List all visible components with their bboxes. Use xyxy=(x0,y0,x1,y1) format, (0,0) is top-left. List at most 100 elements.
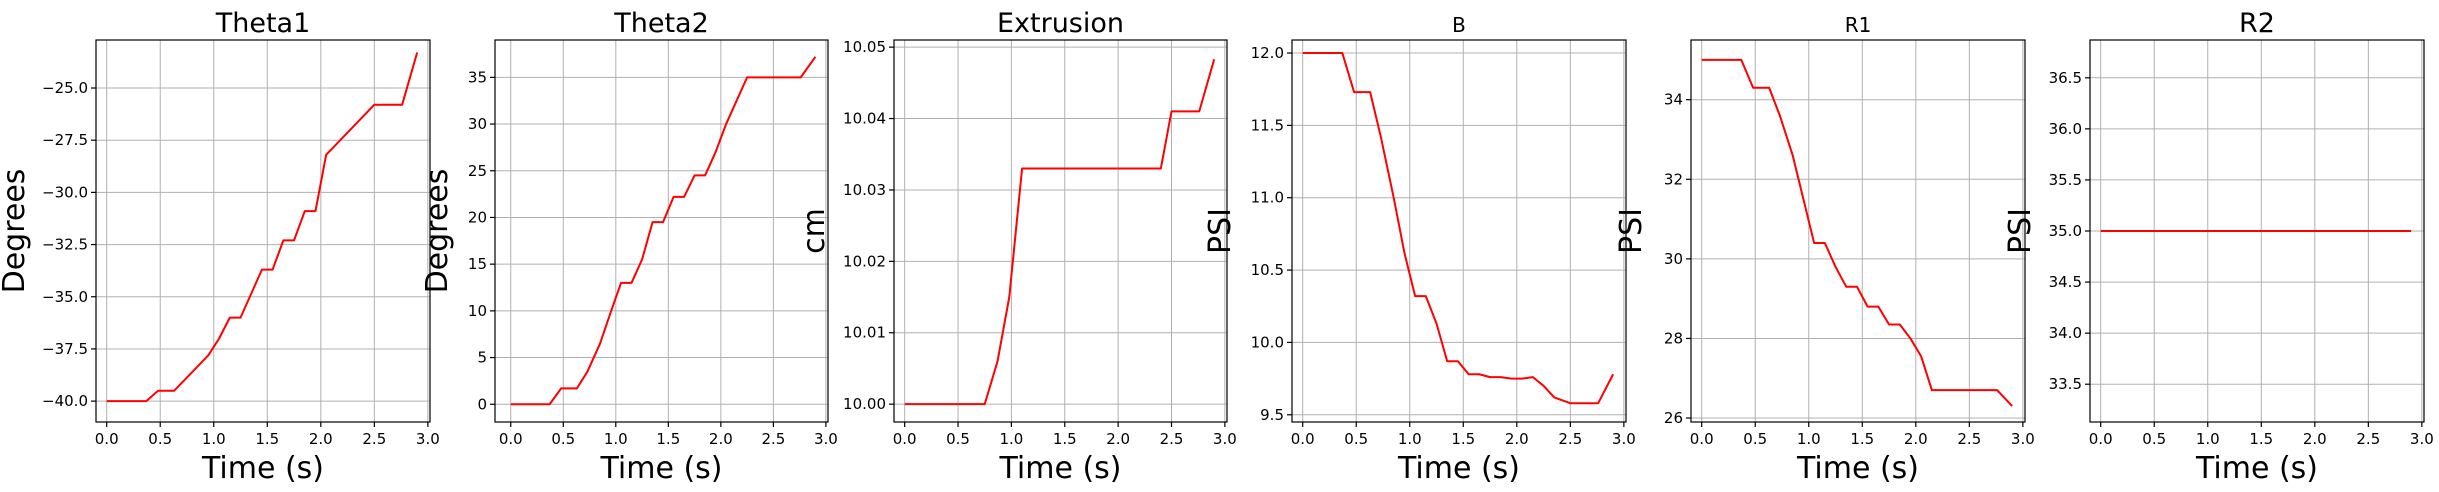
x-tick-label: 1.0 xyxy=(2196,430,2220,448)
y-tick-label: 10.02 xyxy=(843,252,886,270)
x-tick-label: 2.5 xyxy=(2356,430,2380,448)
y-tick-label: 35.0 xyxy=(2049,222,2082,240)
x-tick-label: 1.0 xyxy=(999,430,1023,448)
x-axis-label: Time (s) xyxy=(1397,451,1520,486)
x-tick-label: 2.0 xyxy=(2303,430,2327,448)
x-tick-label: 0.0 xyxy=(95,430,119,448)
y-tick-label: −40.0 xyxy=(42,392,88,410)
y-tick-label: 32 xyxy=(1664,170,1683,188)
x-tick-label: 2.5 xyxy=(1160,430,1184,448)
axes-frame xyxy=(494,39,829,423)
x-tick-label: 0.0 xyxy=(2089,430,2113,448)
x-tick-label: 0.5 xyxy=(946,430,970,448)
y-axis-label: cm xyxy=(797,208,832,254)
x-tick-label: 1.0 xyxy=(604,430,628,448)
y-tick-label: 11.0 xyxy=(1251,189,1284,207)
x-tick-label: 0.0 xyxy=(499,430,523,448)
y-axis-label: Degrees xyxy=(420,169,455,294)
chart-panel-theta2: 0.0 0.5 1.0 1.5 2.0 2.5 3.0 0 5 10 15 20 25 30 35 Theta… xyxy=(420,8,838,486)
y-tick-label: 9.5 xyxy=(1260,406,1284,424)
y-tick-label: 15 xyxy=(468,255,487,273)
chart-title: R1 xyxy=(1845,13,1872,37)
y-tick-label: 10.00 xyxy=(843,395,886,413)
y-tick-label: 36.0 xyxy=(2049,120,2082,138)
chart-title: Theta2 xyxy=(613,8,709,39)
x-tick-label: 1.0 xyxy=(1398,430,1422,448)
x-tick-label: 1.5 xyxy=(2249,430,2273,448)
y-tick-label: 36.5 xyxy=(2049,69,2082,87)
y-tick-label: −27.5 xyxy=(42,131,88,149)
x-axis-label: Time (s) xyxy=(2195,451,2318,486)
series-line xyxy=(510,56,817,406)
x-tick-label: 3.0 xyxy=(814,430,838,448)
x-tick-label: 1.5 xyxy=(255,430,279,448)
x-tick-label: 2.5 xyxy=(761,430,785,448)
y-tick-label: 26 xyxy=(1664,409,1683,427)
x-tick-label: 3.0 xyxy=(2410,430,2434,448)
x-tick-label: 3.0 xyxy=(416,430,440,448)
x-tick-label: 2.0 xyxy=(1505,430,1529,448)
x-tick-label: 0.5 xyxy=(551,430,575,448)
series-line xyxy=(106,52,419,403)
y-tick-label: 0 xyxy=(477,395,487,413)
x-tick-label: 1.5 xyxy=(656,430,680,448)
series-line xyxy=(1302,52,1615,405)
y-axis-label: PSI xyxy=(1203,208,1238,254)
y-tick-label: 34 xyxy=(1664,91,1683,109)
y-tick-label: 10.5 xyxy=(1251,261,1284,279)
x-tick-label: 1.0 xyxy=(202,430,226,448)
y-tick-label: 35 xyxy=(468,68,487,86)
y-tick-label: 10.05 xyxy=(843,38,886,56)
series-line xyxy=(904,59,1216,406)
y-tick-label: 30 xyxy=(468,115,487,133)
chart-title: R2 xyxy=(2239,8,2275,39)
x-tick-label: 2.5 xyxy=(362,430,386,448)
y-tick-label: 34.5 xyxy=(2049,273,2082,291)
y-tick-label: 35.5 xyxy=(2049,171,2082,189)
chart-panel-r1: 0.0 0.5 1.0 1.5 2.0 2.5 3.0 26 28 30 32 34 R1 Time (s… xyxy=(1614,13,2035,486)
axes-frame xyxy=(1690,39,2026,423)
x-tick-label: 2.0 xyxy=(309,430,333,448)
chart-panel-theta1: 0.0 0.5 1.0 1.5 2.0 2.5 3.0 −40.0 −37.5 −35.0 −32.… xyxy=(0,8,440,486)
x-tick-label: 0.5 xyxy=(1743,430,1767,448)
x-tick-label: 1.5 xyxy=(1850,430,1874,448)
x-tick-label: 1.0 xyxy=(1797,430,1821,448)
x-tick-label: 3.0 xyxy=(1213,430,1237,448)
y-tick-label: 10.0 xyxy=(1251,333,1284,351)
y-tick-label: 30 xyxy=(1664,250,1683,268)
y-axis-label: PSI xyxy=(1614,208,1649,254)
chart-panel-extrusion: 0.0 0.5 1.0 1.5 2.0 2.5 3.0 10.00 10.01 10.02 10.0… xyxy=(797,8,1237,486)
x-tick-label: 0.5 xyxy=(2142,430,2166,448)
y-tick-label: 5 xyxy=(477,349,487,367)
y-axis-label: Degrees xyxy=(0,169,32,294)
x-tick-label: 0.0 xyxy=(1291,430,1315,448)
y-tick-label: 11.5 xyxy=(1251,116,1284,134)
chart-title: B xyxy=(1452,13,1466,37)
x-tick-label: 0.0 xyxy=(893,430,917,448)
x-tick-label: 1.5 xyxy=(1451,430,1475,448)
axes-frame xyxy=(95,39,431,423)
y-tick-label: 10.01 xyxy=(843,324,886,342)
series-line xyxy=(1701,58,2013,407)
x-axis-label: Time (s) xyxy=(1796,451,1919,486)
y-tick-label: 20 xyxy=(468,208,487,226)
x-tick-label: 0.5 xyxy=(148,430,172,448)
y-tick-label: 33.5 xyxy=(2049,375,2082,393)
y-tick-label: 10.03 xyxy=(843,181,886,199)
chart-title: Theta1 xyxy=(215,8,311,39)
x-axis-label: Time (s) xyxy=(999,451,1122,486)
y-tick-label: −35.0 xyxy=(42,288,88,306)
x-tick-label: 3.0 xyxy=(2011,430,2035,448)
y-tick-label: 34.0 xyxy=(2049,324,2082,342)
y-axis-label: PSI xyxy=(2003,208,2038,254)
y-tick-label: 10 xyxy=(468,302,487,320)
x-tick-label: 0.0 xyxy=(1690,430,1714,448)
x-tick-label: 3.0 xyxy=(1612,430,1636,448)
chart-panel-b: 0.0 0.5 1.0 1.5 2.0 2.5 3.0 9.5 10.0 10.5 11.0 11.5… xyxy=(1203,13,1636,486)
axes-frame xyxy=(893,39,1228,423)
y-tick-label: 12.0 xyxy=(1251,44,1284,62)
y-tick-label: 28 xyxy=(1664,329,1683,347)
x-tick-label: 2.0 xyxy=(1904,430,1928,448)
y-tick-label: −30.0 xyxy=(42,183,88,201)
